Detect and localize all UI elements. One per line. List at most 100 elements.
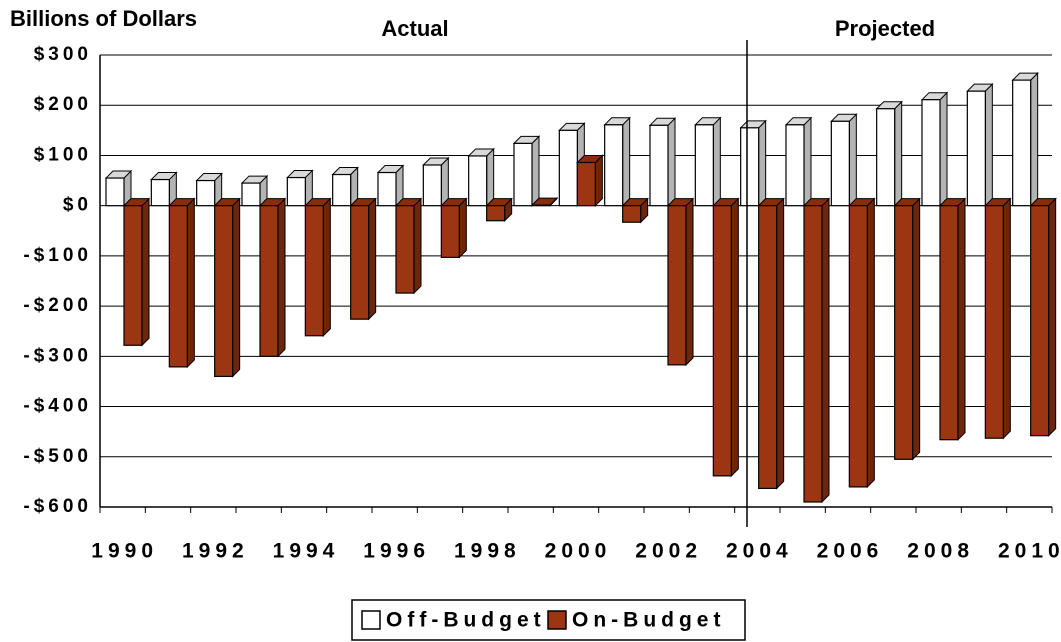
bar <box>350 205 370 320</box>
bar <box>332 173 352 207</box>
bar <box>440 205 460 258</box>
bar <box>1030 205 1050 437</box>
x-tick-label: 1992 <box>182 540 249 563</box>
bar <box>803 205 823 503</box>
bar <box>848 205 868 488</box>
bar-side <box>277 197 286 358</box>
y-tick-label: $200 <box>34 94 92 115</box>
x-tick-label: 1994 <box>273 540 340 563</box>
bar <box>241 182 261 207</box>
x-tick-label: 1996 <box>363 540 430 563</box>
bar <box>395 205 415 294</box>
bar-side <box>440 156 449 207</box>
bar <box>576 161 596 207</box>
bar-side <box>413 197 422 295</box>
bar-side <box>821 197 830 504</box>
bar-side <box>758 119 767 207</box>
x-tick-label: 2002 <box>635 540 702 563</box>
bar-side <box>1030 71 1039 207</box>
bar <box>649 124 669 207</box>
bar-side <box>141 197 150 347</box>
bar <box>712 205 732 477</box>
bar <box>259 205 279 357</box>
bar-side <box>685 197 694 367</box>
bar-side <box>667 117 676 207</box>
bar-side <box>232 197 241 378</box>
bar <box>304 205 324 337</box>
x-tick-label: 1998 <box>454 540 521 563</box>
legend-swatch <box>547 610 567 630</box>
bar <box>105 177 125 207</box>
bar-side <box>776 197 785 490</box>
x-tick-label: 2006 <box>817 540 884 563</box>
x-tick-label: 1990 <box>91 540 158 563</box>
legend-swatch <box>361 610 381 630</box>
bar <box>876 108 896 207</box>
bar <box>939 205 959 441</box>
bar-side <box>848 113 857 207</box>
bar-side <box>458 197 467 259</box>
bar <box>286 176 306 207</box>
bar <box>785 124 805 207</box>
bar-side <box>730 197 739 478</box>
bar <box>377 171 397 207</box>
y-tick-label: $100 <box>34 144 92 165</box>
bar-side <box>866 197 875 489</box>
bar-side <box>186 197 195 369</box>
bar-side <box>531 135 540 207</box>
y-tick-label: $0 <box>63 195 92 216</box>
bar-side <box>894 100 903 207</box>
bar <box>214 205 234 378</box>
bar-side <box>1048 197 1057 437</box>
bar <box>667 205 687 366</box>
bar <box>758 205 778 490</box>
bar <box>830 120 850 207</box>
x-tick-label: 2004 <box>726 540 793 563</box>
bar <box>921 99 941 207</box>
bar <box>150 178 170 207</box>
bar-side <box>984 82 993 207</box>
y-tick-label: -$500 <box>23 446 92 467</box>
y-tick-label: $300 <box>34 44 92 65</box>
bar-side <box>957 197 966 441</box>
bar-side <box>1002 197 1011 440</box>
bar <box>196 179 216 207</box>
x-tick-label: 2000 <box>545 540 612 563</box>
bar-side <box>322 197 331 337</box>
bar-side <box>368 197 377 321</box>
bar <box>513 142 533 207</box>
bar-side <box>803 116 812 207</box>
bar <box>468 155 488 207</box>
bar <box>1012 79 1032 207</box>
bar <box>486 205 506 222</box>
bar-side <box>622 116 631 207</box>
bar <box>966 90 986 207</box>
y-tick-label: -$100 <box>23 245 92 266</box>
bar <box>604 124 624 207</box>
bar <box>622 205 642 223</box>
bar-side <box>486 147 495 207</box>
annotation: Projected <box>835 16 935 41</box>
bar <box>422 164 442 207</box>
bar <box>531 204 551 207</box>
bar <box>123 205 143 346</box>
bar-side <box>712 116 721 207</box>
bar <box>740 127 760 207</box>
y-tick-label: -$400 <box>23 396 92 417</box>
y-axis-label: Billions of Dollars <box>10 6 197 31</box>
x-tick-label: 2010 <box>998 540 1061 563</box>
bar <box>984 205 1004 439</box>
legend-label: On-Budget <box>572 609 725 632</box>
bar <box>168 205 188 368</box>
y-tick-label: -$300 <box>23 345 92 366</box>
y-tick-label: -$200 <box>23 295 92 316</box>
bar-side <box>594 154 603 207</box>
y-tick-label: -$600 <box>23 496 92 517</box>
bar-side <box>939 91 948 207</box>
bar-side <box>912 197 921 461</box>
bar <box>894 205 914 460</box>
bar <box>694 124 714 207</box>
x-tick-label: 2008 <box>907 540 974 563</box>
annotation: Actual <box>381 16 448 41</box>
